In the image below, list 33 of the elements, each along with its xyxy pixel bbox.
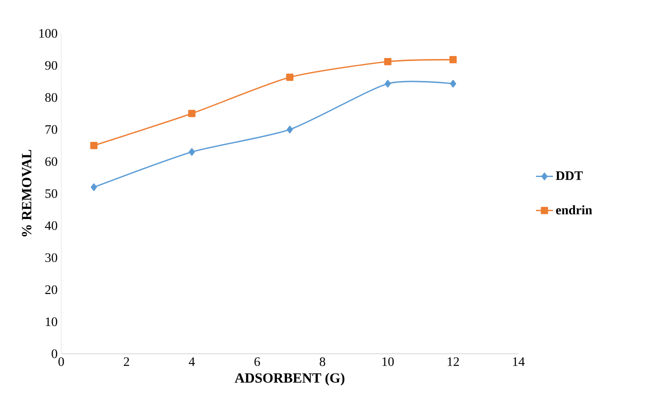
x-tick-label: 2	[124, 357, 130, 366]
y-tick-label: 40	[44, 221, 58, 230]
legend-label: DDT	[556, 171, 583, 180]
point	[188, 110, 196, 118]
point	[286, 126, 293, 134]
y-tick-label: 10	[46, 317, 58, 326]
x-tick-label: 8	[320, 357, 326, 366]
point	[384, 80, 391, 88]
x-tick-label: 14	[513, 357, 525, 366]
x-axis-title: ADSORBENT (G)	[234, 372, 344, 386]
point	[286, 74, 294, 81]
y-tick-label: 30	[45, 253, 58, 262]
y-tick-label: 100	[39, 29, 58, 38]
point	[449, 56, 457, 64]
x-tick-label: 4	[188, 357, 195, 366]
y-tick-label: 80	[45, 93, 58, 102]
point	[450, 80, 456, 88]
y-tick-label: 60	[45, 157, 58, 166]
legend-label: endrin	[556, 205, 592, 214]
y-tick-label: 20	[45, 285, 58, 294]
point	[188, 148, 195, 156]
y-axis-title: % REMOVAL	[22, 150, 32, 236]
y-tick-label: 70	[46, 125, 58, 134]
x-tick-label: 0	[58, 357, 64, 366]
y-tick-label: 0	[52, 349, 58, 358]
y-tick-label: 50	[45, 189, 58, 198]
point	[90, 183, 97, 192]
x-tick-label: 6	[254, 357, 260, 366]
x-tick-label: 10	[382, 357, 394, 366]
y-tick-label: 90	[45, 61, 58, 70]
point	[384, 58, 392, 66]
x-tick-label: 12	[448, 357, 459, 366]
point	[90, 142, 98, 150]
